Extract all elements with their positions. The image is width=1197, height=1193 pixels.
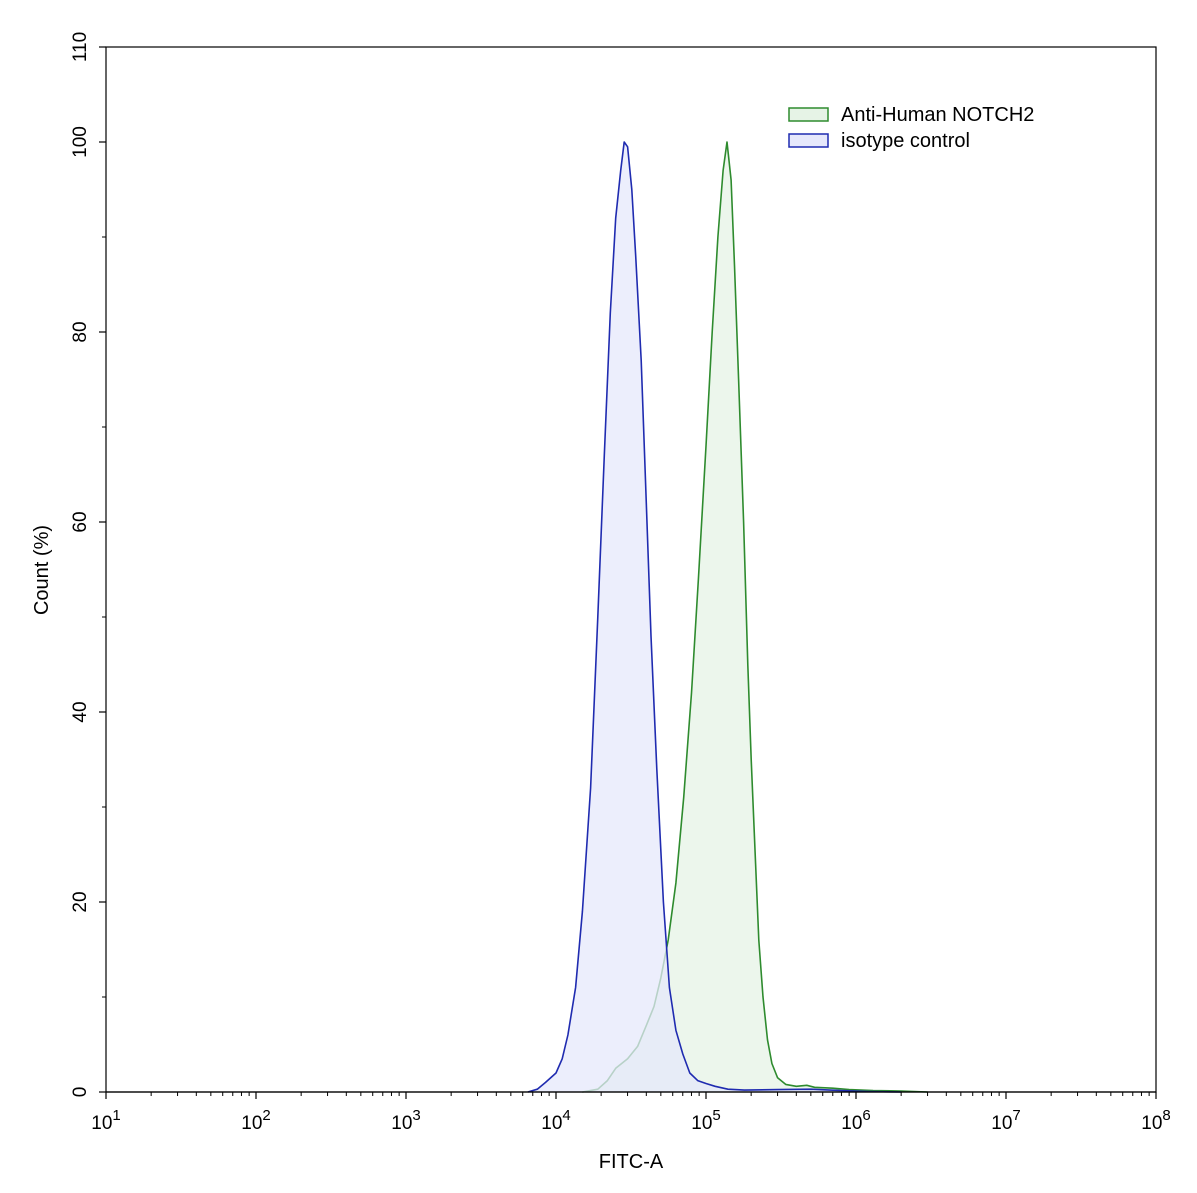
y-tick-label: 80 — [70, 321, 91, 342]
plot-areas — [106, 141, 1156, 1093]
series-line-1 — [527, 141, 902, 1093]
x-tick-label: 106 — [841, 1107, 870, 1134]
x-tick-label: 101 — [91, 1107, 120, 1134]
x-axis-ticks: 101 102 103 104 105 106 107 108 — [91, 1092, 1171, 1134]
x-axis-title: FITC-A — [599, 1151, 664, 1173]
series-area-1 — [527, 142, 902, 1092]
legend-swatch — [788, 133, 829, 148]
x-tick-label: 103 — [391, 1107, 420, 1134]
y-tick-label: 20 — [70, 891, 91, 912]
legend-label: isotype control — [841, 130, 970, 152]
y-axis-ticks: 0 20 40 60 80 100 110 — [70, 32, 106, 1097]
legend: Anti-Human NOTCH2 isotype control — [788, 104, 1034, 152]
y-tick-label: 110 — [70, 32, 91, 62]
x-tick-label: 104 — [541, 1107, 570, 1134]
y-tick-label: 100 — [70, 126, 91, 158]
plot-frame — [105, 46, 1157, 1093]
x-tick-label: 108 — [1141, 1107, 1170, 1134]
x-tick-label: 102 — [241, 1107, 270, 1134]
y-tick-label: 60 — [70, 511, 91, 532]
x-tick-label: 107 — [991, 1107, 1020, 1134]
y-tick-label: 40 — [70, 701, 91, 722]
y-axis-title: Count (%) — [31, 525, 53, 615]
legend-swatch — [788, 107, 829, 122]
series-area-0 — [582, 142, 928, 1092]
legend-label: Anti-Human NOTCH2 — [841, 104, 1034, 126]
y-tick-label: 0 — [70, 1087, 91, 1098]
x-tick-label: 105 — [691, 1107, 720, 1134]
